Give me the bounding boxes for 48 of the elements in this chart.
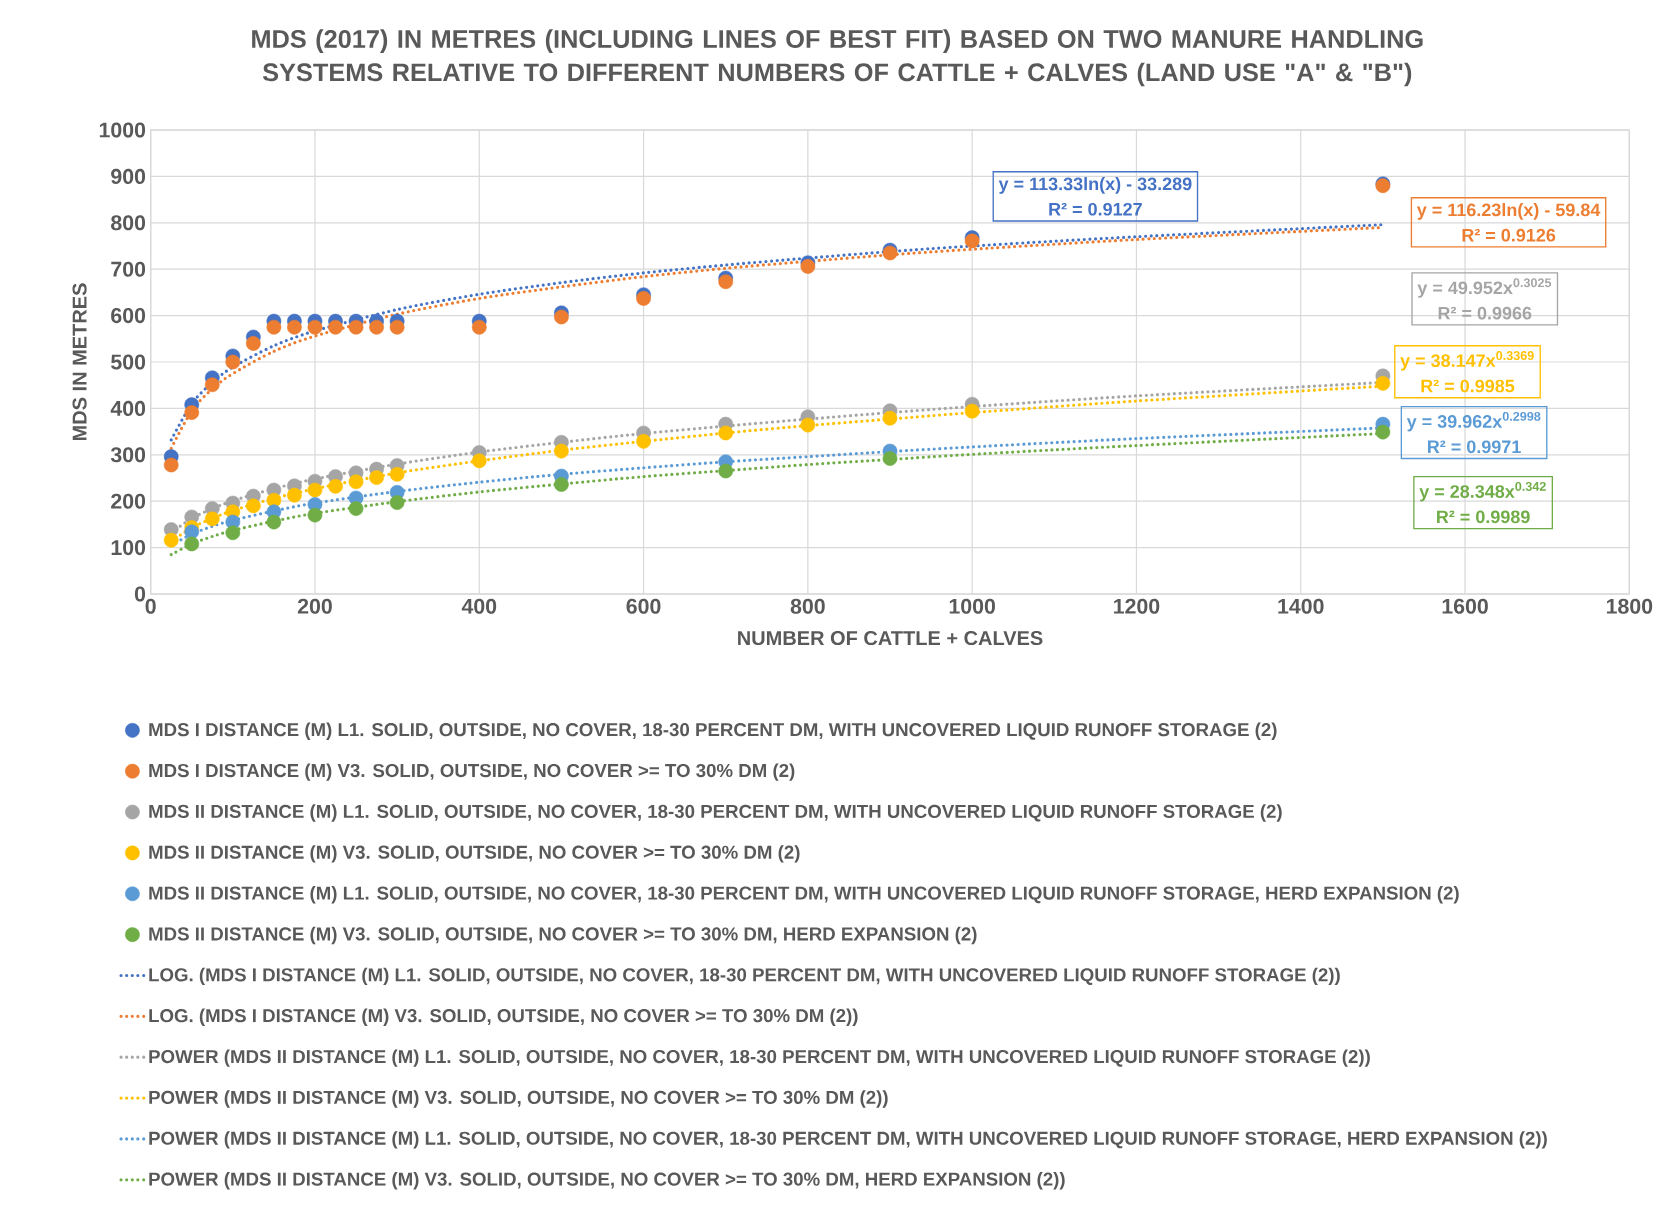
y-tick-label: 900 bbox=[111, 168, 146, 184]
legend-label: MDS II DISTANCE (M) L1. SOLID, OUTSIDE, NO COVER, 18-30 PERCENT DM, WITH UNCOVERED LIQUID RUNOFF STORAGE, HERD EXPANSION (2) bbox=[149, 886, 1459, 904]
annotation: R² = 0.9971 bbox=[1428, 440, 1521, 454]
y-tick-label: 200 bbox=[111, 493, 146, 509]
annotation: y = 39.962x$^{0.2998}$ bbox=[1406, 411, 1541, 432]
x-tick-label: 1600 bbox=[1442, 598, 1488, 614]
annotation: R² = 0.9985 bbox=[1421, 379, 1515, 393]
x-tick-label: 600 bbox=[626, 598, 661, 614]
x-tick-label: 400 bbox=[461, 598, 497, 614]
legend-label: MDS I DISTANCE (M) L1. SOLID, OUTSIDE, NO COVER, 18-30 PERCENT DM, WITH UNCOVERED LIQUID RUNOFF STORAGE (2) bbox=[149, 722, 1277, 740]
x-tick-label: 1200 bbox=[1114, 598, 1160, 614]
x-tick-label: 1000 bbox=[949, 598, 995, 614]
legend-label: POWER (MDS II DISTANCE (M) L1. SOLID, OUTSIDE, NO COVER, 18-30 PERCENT DM, WITH UNCOVERED LIQUID RUNOFF STORAGE (2)) bbox=[149, 1049, 1370, 1067]
x-tick-label: 800 bbox=[790, 598, 825, 614]
legend-label: MDS I DISTANCE (M) V3. SOLID, OUTSIDE, NO COVER >= TO 30% DM (2) bbox=[149, 763, 795, 781]
legend-label: MDS II DISTANCE (M) L1. SOLID, OUTSIDE, NO COVER, 18-30 PERCENT DM, WITH UNCOVERED LIQUID RUNOFF STORAGE (2) bbox=[149, 804, 1282, 822]
x-tick-label: 1400 bbox=[1278, 598, 1324, 614]
annotation: y = 49.952x$^{0.3025}$ bbox=[1417, 278, 1552, 298]
x-tick-label: 1800 bbox=[1606, 598, 1653, 614]
annotation: R² = 0.9966 bbox=[1438, 306, 1532, 320]
y-tick-label: 100 bbox=[111, 540, 146, 556]
legend-label: MDS II DISTANCE (M) V3. SOLID, OUTSIDE, NO COVER >= TO 30% DM (2) bbox=[149, 845, 800, 863]
legend-label: POWER (MDS II DISTANCE (M) V3. SOLID, OUTSIDE, NO COVER >= TO 30% DM (2)) bbox=[149, 1090, 888, 1108]
annotation: R² = 0.9126 bbox=[1462, 228, 1556, 242]
annotation: R² = 0.9989 bbox=[1437, 510, 1530, 524]
x-tick-label: 200 bbox=[297, 598, 332, 614]
annotation: y = 116.23ln(x) - 59.84 bbox=[1416, 203, 1601, 220]
x-axis-title: NUMBER OF CATTLE + CALVES bbox=[738, 630, 1043, 646]
y-tick-label: 700 bbox=[111, 261, 146, 277]
annotation: R² = 0.9127 bbox=[1049, 202, 1142, 216]
y-tick-label: 0 bbox=[134, 586, 146, 602]
y-tick-label: 1000 bbox=[99, 122, 146, 138]
legend-label: LOG. (MDS I DISTANCE (M) V3. SOLID, OUTSIDE, NO COVER >= TO 30% DM (2)) bbox=[149, 1008, 858, 1026]
y-tick-label: 800 bbox=[111, 215, 146, 231]
annotation: y = 113.33ln(x) - 33.289 bbox=[998, 177, 1192, 194]
chart-title: MDS (2017) IN METRES (INCLUDING LINES OF BEST FIT) BASED ON TWO MANURE HANDLING SYSTEMS RELATIVE TO DIFFERENT NUMBERS OF CATTLE + CALVES (LAND USE "A" & "B") bbox=[252, 29, 1423, 87]
legend-label: POWER (MDS II DISTANCE (M) V3. SOLID, OUTSIDE, NO COVER >= TO 30% DM, HERD EXPANSION (2)) bbox=[149, 1172, 1065, 1190]
y-tick-label: 500 bbox=[111, 354, 146, 370]
x-tick-label: 0 bbox=[145, 598, 156, 614]
legend-label: LOG. (MDS I DISTANCE (M) L1. SOLID, OUTSIDE, NO COVER, 18-30 PERCENT DM, WITH UNCOVERED LIQUID RUNOFF STORAGE (2)) bbox=[149, 967, 1340, 986]
y-tick-label: 600 bbox=[111, 308, 146, 324]
y-tick-label: 300 bbox=[110, 447, 146, 463]
annotation: y = 38.147x$^{0.3369}$ bbox=[1400, 351, 1534, 371]
y-axis-title: MDS IN METRES bbox=[72, 283, 87, 441]
legend-label: POWER (MDS II DISTANCE (M) L1. SOLID, OUTSIDE, NO COVER, 18-30 PERCENT DM, WITH UNCOVERED LIQUID RUNOFF STORAGE, HERD EXPANSION (2)) bbox=[149, 1131, 1547, 1149]
legend-label: MDS II DISTANCE (M) V3. SOLID, OUTSIDE, NO COVER >= TO 30% DM, HERD EXPANSION (2) bbox=[149, 926, 977, 945]
annotation: y = 28.348x$^{0.342}$ bbox=[1419, 481, 1546, 502]
y-tick-label: 400 bbox=[110, 400, 146, 416]
